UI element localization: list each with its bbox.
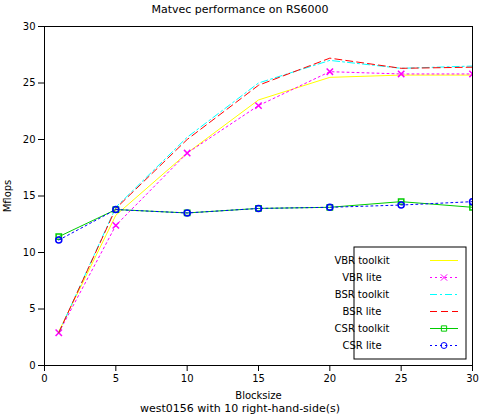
svg-text:CSR toolkit: CSR toolkit — [335, 323, 390, 334]
html-text:Matvec performance on RS6000: Matvec performance on RS6000 — [151, 3, 329, 16]
svg-text:VBR toolkit: VBR toolkit — [334, 255, 389, 266]
svg-text:5: 5 — [113, 373, 119, 384]
html-text:west0156 with 10 right-hand-si: west0156 with 10 right-hand-side(s) — [140, 402, 340, 415]
svg-text:10: 10 — [23, 247, 36, 258]
svg-text:10: 10 — [181, 373, 194, 384]
svg-text:VBR lite: VBR lite — [342, 272, 381, 283]
svg-text:30: 30 — [466, 373, 479, 384]
svg-text:15: 15 — [252, 373, 265, 384]
svg-text:Blocksize: Blocksize — [235, 390, 281, 401]
svg-text:5: 5 — [29, 303, 35, 314]
svg-text:Mflops: Mflops — [2, 180, 13, 213]
svg-text:0: 0 — [29, 360, 35, 371]
svg-text:25: 25 — [395, 373, 408, 384]
svg-text:0: 0 — [41, 373, 47, 384]
svg-text:25: 25 — [23, 77, 36, 88]
svg-text:20: 20 — [323, 373, 336, 384]
svg-text:20: 20 — [23, 134, 36, 145]
svg-text:BSR toolkit: BSR toolkit — [335, 289, 390, 300]
svg-text:BSR lite: BSR lite — [343, 306, 382, 317]
svg-text:CSR lite: CSR lite — [342, 340, 381, 351]
svg-text:30: 30 — [23, 21, 36, 32]
svg-text:15: 15 — [23, 190, 36, 201]
